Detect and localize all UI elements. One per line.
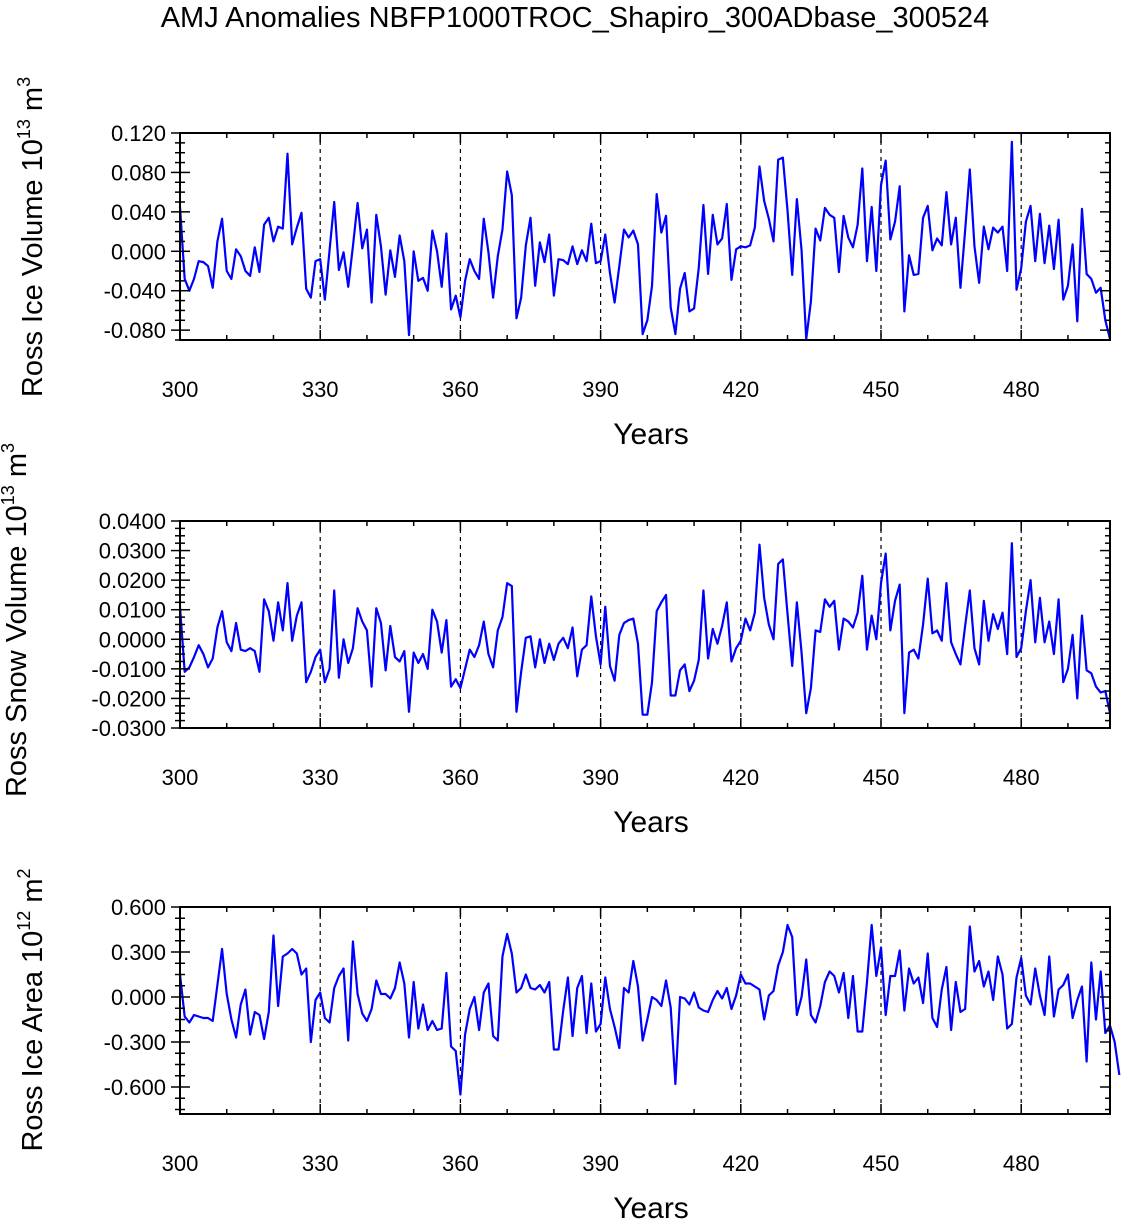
x-tick-label: 360	[442, 377, 479, 402]
y-tick-label: -0.080	[104, 318, 166, 343]
series-line	[178, 923, 1121, 1096]
y-tick-label: 0.0100	[99, 598, 166, 623]
y-tick-label: 0.0400	[99, 509, 166, 534]
y-tick-label: 0.0300	[99, 539, 166, 564]
x-tick-label: 450	[863, 1151, 900, 1176]
chart-title: AMJ Anomalies NBFP1000TROC_Shapiro_300AD…	[161, 2, 990, 34]
x-tick-label: 420	[722, 377, 759, 402]
plot-frame	[179, 520, 1111, 729]
y-tick-label: -0.300	[104, 1030, 166, 1055]
y-tick-label: 0.080	[111, 160, 166, 185]
x-tick-label: 450	[863, 765, 900, 790]
x-tick-label: 300	[162, 1151, 199, 1176]
y-tick-label: -0.0100	[91, 657, 166, 682]
y-tick-label: 0.0200	[99, 568, 166, 593]
x-axis-label: Years	[613, 806, 689, 839]
y-tick-label: 0.120	[111, 121, 166, 146]
y-tick-label: -0.600	[104, 1075, 166, 1100]
x-tick-label: 450	[863, 377, 900, 402]
panel-ross-snow-volume: 300 330 360 390 420 450 480 0.0400 0.0300 0.0200 0…	[0, 443, 1112, 839]
x-tick-label: 390	[582, 377, 619, 402]
y-tick-label: 0.300	[111, 940, 166, 965]
y-tick-label: 0.000	[111, 239, 166, 264]
panel-ross-ice-area: 300 330 360 390 420 450 480 0.600 0.300 0.000 -0.3…	[14, 868, 1121, 1225]
x-tick-label: 330	[302, 765, 339, 790]
y-tick-label: 0.040	[111, 200, 166, 225]
x-tick-label: 300	[162, 765, 199, 790]
y-axis-label: Ross Snow Volume 1013 m3	[0, 443, 33, 797]
y-tick-label: 0.600	[111, 895, 166, 920]
x-tick-label: 480	[1003, 765, 1040, 790]
x-axis-label: Years	[613, 1192, 689, 1225]
x-tick-label: 420	[722, 765, 759, 790]
y-tick-label: 0.000	[111, 985, 166, 1010]
x-tick-label: 480	[1003, 377, 1040, 402]
x-tick-label: 360	[442, 765, 479, 790]
y-axis-label: Ross Ice Area 1012 m2	[14, 868, 49, 1151]
x-tick-label: 300	[162, 377, 199, 402]
panel-ross-ice-volume: 300 330 360 390 420 450 480 0.120 0.080 0.040 0.00…	[14, 77, 1112, 451]
plot-frame	[179, 906, 1111, 1115]
series-line	[178, 542, 1112, 716]
x-tick-label: 390	[582, 1151, 619, 1176]
x-tick-label: 330	[302, 377, 339, 402]
y-axis-label: Ross Ice Volume 1013 m3	[14, 77, 49, 397]
x-tick-label: 330	[302, 1151, 339, 1176]
y-tick-label: -0.0200	[91, 686, 166, 711]
x-tick-label: 390	[582, 765, 619, 790]
x-tick-label: 360	[442, 1151, 479, 1176]
y-tick-label: -0.0300	[91, 716, 166, 741]
x-axis-label: Years	[613, 418, 689, 451]
y-tick-label: 0.0000	[99, 627, 166, 652]
plot-frame	[179, 132, 1111, 341]
y-tick-label: -0.040	[104, 279, 166, 304]
series-line	[178, 140, 1112, 341]
x-tick-label: 420	[722, 1151, 759, 1176]
x-tick-label: 480	[1003, 1151, 1040, 1176]
